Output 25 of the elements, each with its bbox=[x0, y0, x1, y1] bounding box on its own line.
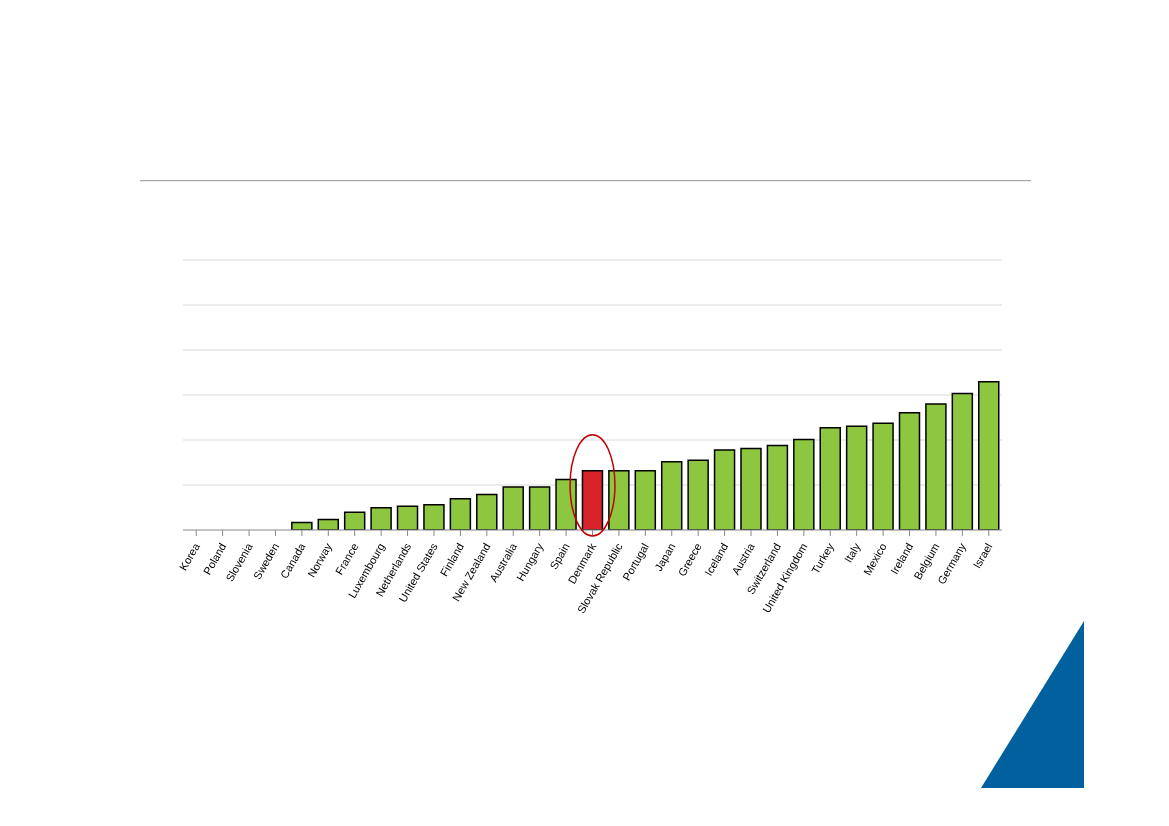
bar bbox=[978, 380, 1000, 530]
bar bbox=[370, 507, 392, 530]
bar bbox=[951, 392, 974, 530]
bar bbox=[872, 422, 894, 530]
bar bbox=[396, 505, 419, 530]
bar bbox=[343, 511, 366, 530]
bar bbox=[555, 478, 577, 530]
bar bbox=[740, 447, 762, 530]
bar bbox=[925, 403, 947, 530]
bar bbox=[793, 438, 815, 530]
bar bbox=[766, 444, 789, 530]
bar bbox=[608, 469, 630, 530]
bar bbox=[660, 461, 683, 530]
bar bbox=[898, 412, 921, 530]
bar bbox=[634, 469, 657, 530]
bar bbox=[449, 498, 472, 530]
bar bbox=[845, 425, 868, 530]
bar bbox=[528, 486, 551, 530]
bar bbox=[502, 486, 524, 530]
bar bbox=[476, 493, 498, 530]
bar bbox=[423, 504, 445, 530]
bar bbox=[713, 449, 736, 530]
bar bbox=[581, 469, 604, 530]
bar bbox=[687, 459, 709, 530]
bar bbox=[819, 426, 841, 530]
